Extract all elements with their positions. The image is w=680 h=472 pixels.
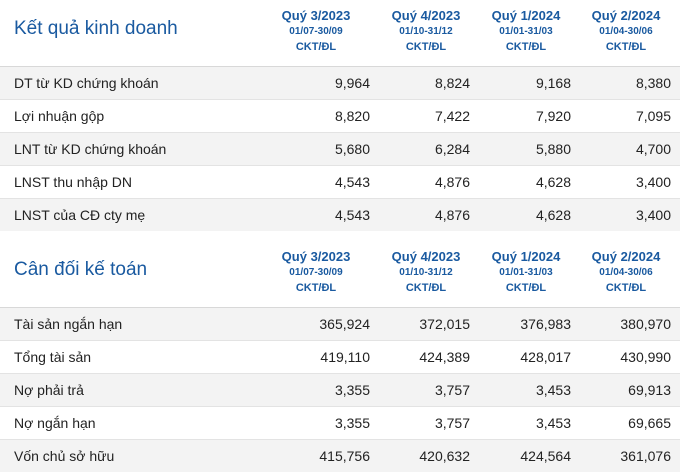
income-statement-section: Kết quả kinh doanh Quý 3/2023 01/07-30/0…: [0, 0, 680, 231]
table-row: Nợ phải trả 3,355 3,757 3,453 69,913: [0, 373, 680, 406]
cell-value: 420,632: [419, 448, 470, 464]
column-header-q1-2024[interactable]: Quý 1/2024 01/01-31/03 CKT/ĐL: [491, 8, 561, 53]
cell-value: 8,380: [635, 75, 671, 91]
cell-value: 361,076: [620, 448, 671, 464]
cell-value: 3,400: [635, 174, 671, 190]
table-row: Lợi nhuận gộp 8,820 7,422 7,920 7,095: [0, 99, 680, 132]
row-label[interactable]: Tổng tài sản: [14, 349, 92, 365]
row-label[interactable]: LNT từ KD chứng khoán: [14, 141, 167, 157]
cell-value: 8,820: [334, 108, 370, 124]
cell-value: 380,970: [620, 316, 671, 332]
cell-value: 419,110: [320, 349, 370, 365]
cell-value: 3,453: [535, 415, 571, 431]
balance-sheet-title[interactable]: Cân đối kế toán: [14, 259, 148, 280]
cell-value: 7,920: [535, 108, 571, 124]
row-label[interactable]: LNST thu nhập DN: [14, 174, 133, 190]
cell-value: 376,983: [520, 316, 571, 332]
column-header-q4-2023[interactable]: Quý 4/2023 01/10-31/12 CKT/ĐL: [391, 249, 461, 294]
cell-value: 415,756: [319, 448, 370, 464]
table-row: LNST của CĐ cty mẹ 4,543 4,876 4,628 3,4…: [0, 198, 680, 231]
income-statement-header: Kết quả kinh doanh Quý 3/2023 01/07-30/0…: [0, 0, 680, 66]
cell-value: 5,680: [334, 141, 370, 157]
column-header-q4-2023[interactable]: Quý 4/2023 01/10-31/12 CKT/ĐL: [391, 8, 461, 53]
column-header-q2-2024[interactable]: Quý 2/2024 01/04-30/06 CKT/ĐL: [591, 8, 661, 53]
cell-value: 3,355: [334, 415, 370, 431]
cell-value: 7,422: [434, 108, 470, 124]
cell-value: 424,564: [520, 448, 571, 464]
row-label[interactable]: Vốn chủ sở hữu: [14, 448, 115, 464]
cell-value: 69,665: [628, 415, 671, 431]
cell-value: 4,628: [535, 207, 571, 223]
balance-sheet-section: Cân đối kế toán Quý 3/2023 01/07-30/09 C…: [0, 241, 680, 472]
cell-value: 6,284: [434, 141, 470, 157]
cell-value: 4,876: [434, 174, 470, 190]
cell-value: 430,990: [620, 349, 671, 365]
cell-value: 365,924: [319, 316, 370, 332]
balance-sheet-header: Cân đối kế toán Quý 3/2023 01/07-30/09 C…: [0, 241, 680, 307]
cell-value: 4,876: [434, 207, 470, 223]
cell-value: 3,757: [434, 382, 470, 398]
row-label[interactable]: Tài sản ngắn hạn: [14, 316, 123, 332]
cell-value: 9,964: [334, 75, 370, 91]
cell-value: 8,824: [434, 75, 470, 91]
cell-value: 69,913: [628, 382, 671, 398]
column-header-q3-2023[interactable]: Quý 3/2023 01/07-30/09 CKT/ĐL: [281, 249, 351, 294]
cell-value: 3,400: [635, 207, 671, 223]
income-statement-title[interactable]: Kết quả kinh doanh: [14, 18, 178, 39]
cell-value: 9,168: [535, 75, 571, 91]
cell-value: 372,015: [419, 316, 470, 332]
cell-value: 424,389: [419, 349, 470, 365]
cell-value: 3,355: [334, 382, 370, 398]
cell-value: 5,880: [535, 141, 571, 157]
cell-value: 4,700: [635, 141, 671, 157]
cell-value: 3,453: [535, 382, 571, 398]
row-label[interactable]: DT từ KD chứng khoán: [14, 75, 159, 91]
row-label[interactable]: Lợi nhuận gộp: [14, 108, 105, 124]
table-row: Tổng tài sản 419,110 424,389 428,017 430…: [0, 340, 680, 373]
column-header-q3-2023[interactable]: Quý 3/2023 01/07-30/09 CKT/ĐL: [281, 8, 351, 53]
column-header-q2-2024[interactable]: Quý 2/2024 01/04-30/06 CKT/ĐL: [591, 249, 661, 294]
column-header-q1-2024[interactable]: Quý 1/2024 01/01-31/03 CKT/ĐL: [491, 249, 561, 294]
table-row: LNT từ KD chứng khoán 5,680 6,284 5,880 …: [0, 132, 680, 165]
cell-value: 3,757: [434, 415, 470, 431]
row-label[interactable]: Nợ ngắn hạn: [14, 415, 96, 431]
cell-value: 4,628: [535, 174, 571, 190]
cell-value: 7,095: [635, 108, 671, 124]
table-row: LNST thu nhập DN 4,543 4,876 4,628 3,400: [0, 165, 680, 198]
cell-value: 4,543: [334, 174, 370, 190]
table-row: Vốn chủ sở hữu 415,756 420,632 424,564 3…: [0, 439, 680, 472]
row-label[interactable]: Nợ phải trả: [14, 382, 84, 398]
cell-value: 428,017: [520, 349, 571, 365]
table-row: Nợ ngắn hạn 3,355 3,757 3,453 69,665: [0, 406, 680, 439]
table-row: Tài sản ngắn hạn 365,924 372,015 376,983…: [0, 307, 680, 340]
table-row: DT từ KD chứng khoán 9,964 8,824 9,168 8…: [0, 66, 680, 99]
cell-value: 4,543: [334, 207, 370, 223]
row-label[interactable]: LNST của CĐ cty mẹ: [14, 207, 146, 223]
